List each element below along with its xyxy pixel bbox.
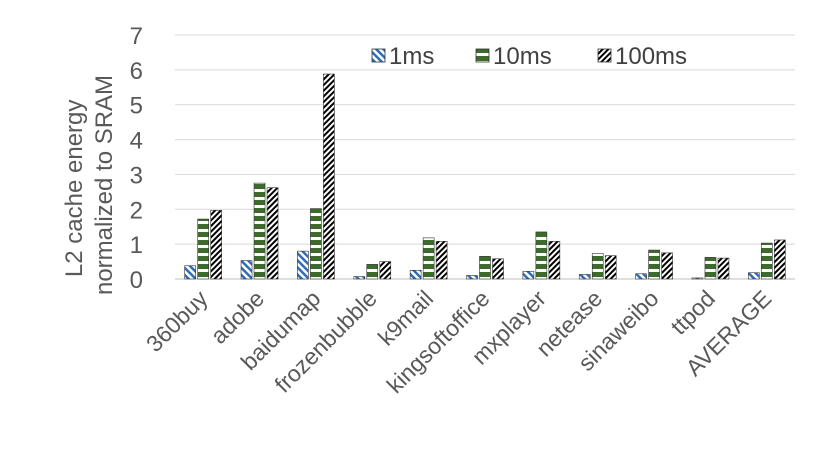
bar-1ms-sinaweibo — [635, 273, 647, 280]
legend-label-100ms: 100ms — [615, 43, 687, 70]
y-tick-label: 2 — [130, 197, 143, 224]
bar-1ms-netease — [578, 274, 591, 280]
bar-100ms-netease — [604, 255, 617, 280]
bar-10ms-k9mail — [422, 237, 435, 280]
y-axis-label: L2 cache energy normalized to SRAM — [61, 75, 118, 295]
bar-1ms-adobe — [240, 260, 253, 280]
bar-100ms-frozenbubble — [379, 261, 392, 280]
bar-10ms-AVERAGE — [761, 242, 773, 280]
y-tick-label: 6 — [130, 58, 143, 85]
bar-1ms-kingsoftoffice — [466, 275, 478, 280]
bar-100ms-360buy — [210, 210, 222, 280]
y-tick-label: 1 — [130, 232, 143, 259]
legend-swatch-100ms — [597, 48, 612, 63]
y-tick-label: 5 — [130, 93, 143, 120]
bar-10ms-sinaweibo — [648, 249, 660, 280]
y-tick-label: 4 — [130, 128, 143, 155]
x-tick-label: 360buy — [141, 285, 213, 357]
bar-10ms-ttpod — [704, 257, 717, 280]
bar-1ms-AVERAGE — [748, 272, 760, 280]
bar-1ms-360buy — [184, 265, 196, 280]
bar-10ms-adobe — [253, 182, 266, 280]
bar-1ms-baidumap — [297, 250, 309, 280]
x-axis-ticks: 360buyadobebaidumapfrozenbubblek9mailkin… — [141, 285, 776, 398]
y-tick-label: 0 — [130, 267, 143, 294]
bar-100ms-ttpod — [717, 257, 730, 280]
bar-10ms-netease — [591, 253, 604, 280]
bar-100ms-adobe — [266, 187, 279, 280]
bar-100ms-AVERAGE — [774, 239, 786, 280]
bar-100ms-sinaweibo — [661, 252, 673, 280]
y-axis-label-line2: normalized to SRAM — [91, 75, 118, 295]
legend-label-10ms: 10ms — [493, 43, 552, 70]
y-axis-ticks: 0 1 2 3 4 5 6 7 — [130, 23, 143, 294]
bar-10ms-baidumap — [310, 208, 322, 280]
y-tick-label: 7 — [130, 23, 143, 50]
legend-swatch-1ms — [371, 48, 386, 63]
bar-10ms-360buy — [197, 218, 209, 280]
bar-10ms-frozenbubble — [366, 264, 379, 280]
bar-100ms-baidumap — [323, 73, 335, 280]
bar-1ms-k9mail — [409, 269, 422, 280]
bar-1ms-frozenbubble — [353, 276, 366, 280]
bar-100ms-mxplayer — [548, 241, 561, 280]
bar-1ms-mxplayer — [522, 271, 535, 280]
legend-swatch-10ms — [475, 48, 490, 63]
bar-100ms-k9mail — [435, 241, 448, 280]
bars — [184, 73, 786, 280]
bar-10ms-mxplayer — [535, 231, 548, 280]
bar-1ms-ttpod — [691, 277, 704, 280]
y-tick-label: 3 — [130, 162, 143, 189]
y-axis-label-line1: L2 cache energy — [61, 100, 88, 277]
legend-label-1ms: 1ms — [389, 43, 434, 70]
bar-100ms-kingsoftoffice — [492, 258, 504, 280]
legend: 1ms 10ms 100ms — [371, 43, 687, 70]
bar-10ms-kingsoftoffice — [479, 256, 491, 280]
